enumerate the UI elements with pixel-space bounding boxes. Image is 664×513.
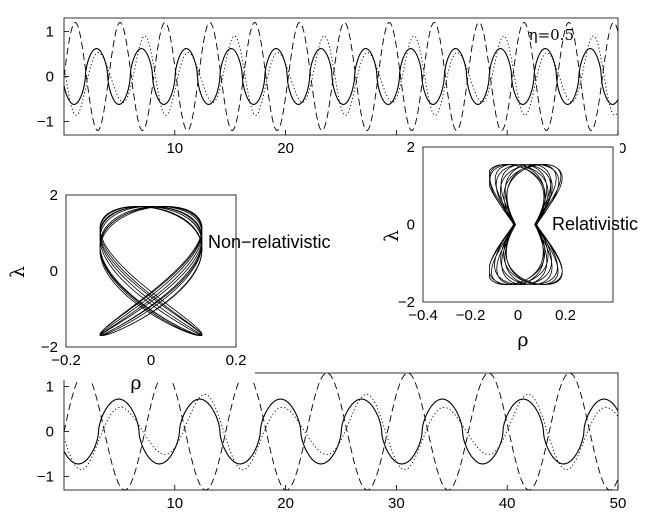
bottom-series-solid	[63, 398, 619, 465]
right-inset-xtick-label: −0.2	[456, 307, 486, 324]
bottom-xtick-label: 20	[277, 495, 294, 512]
top-panel-annotation: η=0.5	[529, 26, 574, 44]
top-series-dotted	[63, 35, 619, 116]
left-inset-frame	[65, 194, 237, 348]
left-inset-annotation: Non−relativistic	[208, 232, 331, 252]
right-inset-orbit	[489, 164, 563, 285]
bottom-time-series-panel: 10 20 30 40 50 −1 0 1	[37, 372, 626, 513]
right-inset-xtick-label: −0.4	[408, 307, 438, 324]
right-inset-ytick-label: 0	[407, 217, 415, 234]
left-inset-ytick-label: 2	[50, 187, 58, 204]
bottom-ytick-label: −1	[37, 469, 54, 486]
top-xtick-label: 10	[166, 140, 183, 157]
bottom-xtick-label: 30	[388, 495, 405, 512]
bottom-ytick-label: 0	[46, 424, 54, 441]
left-inset-xtick-label: −0.2	[51, 352, 81, 369]
left-inset-orbit-line	[99, 206, 203, 336]
bottom-xtick-label: 10	[166, 495, 183, 512]
bottom-ytick-label: 1	[46, 379, 54, 396]
right-inset-ytick-label: 2	[407, 139, 415, 156]
left-inset-ylabel: λ	[7, 266, 29, 278]
left-inset-xtick-label: 0	[147, 352, 155, 369]
right-inset-phase-plot: −0.4 −0.2 0 0.2 −2 0 2 Relativistic ρ λ	[381, 139, 638, 355]
right-inset-annotation: Relativistic	[552, 214, 638, 234]
bottom-xtick-label: 50	[610, 495, 627, 512]
right-inset-orbit-line	[489, 164, 563, 285]
left-inset-ytick-label: 0	[50, 263, 58, 280]
top-ytick-label: 0	[46, 69, 54, 86]
left-inset-orbit	[99, 206, 203, 336]
right-inset-xlabel: ρ	[517, 329, 528, 351]
bottom-panel-ticks: 10 20 30 40 50 −1 0 1	[37, 379, 626, 513]
bottom-xtick-label: 40	[499, 495, 516, 512]
bottom-series-dashed	[63, 372, 619, 491]
top-panel-series	[63, 22, 619, 131]
top-ytick-label: 1	[46, 24, 54, 41]
top-xtick-label: 20	[277, 140, 294, 157]
left-inset-ticks: −0.2 0 0.2 −2 0 2	[41, 187, 247, 369]
right-inset-frame	[422, 146, 614, 303]
right-inset-xtick-label: 0	[514, 307, 522, 324]
bottom-panel-series	[63, 372, 619, 491]
right-inset-xtick-label: 0.2	[555, 307, 576, 324]
left-inset-ytick-label: −2	[41, 339, 58, 356]
left-inset-xtick-label: 0.2	[226, 352, 247, 369]
top-ytick-label: −1	[37, 114, 54, 131]
right-inset-ticks: −0.4 −0.2 0 0.2 −2 0 2	[398, 139, 576, 324]
top-series-solid	[63, 48, 619, 105]
top-series-dashed	[63, 22, 619, 131]
right-inset-ylabel: λ	[381, 230, 403, 242]
left-inset-phase-plot: −0.2 0 0.2 −2 0 2 Non−relativistic ρ λ	[5, 180, 331, 394]
left-inset-xlabel: ρ	[130, 372, 141, 394]
right-inset-ytick-label: −2	[398, 294, 415, 311]
